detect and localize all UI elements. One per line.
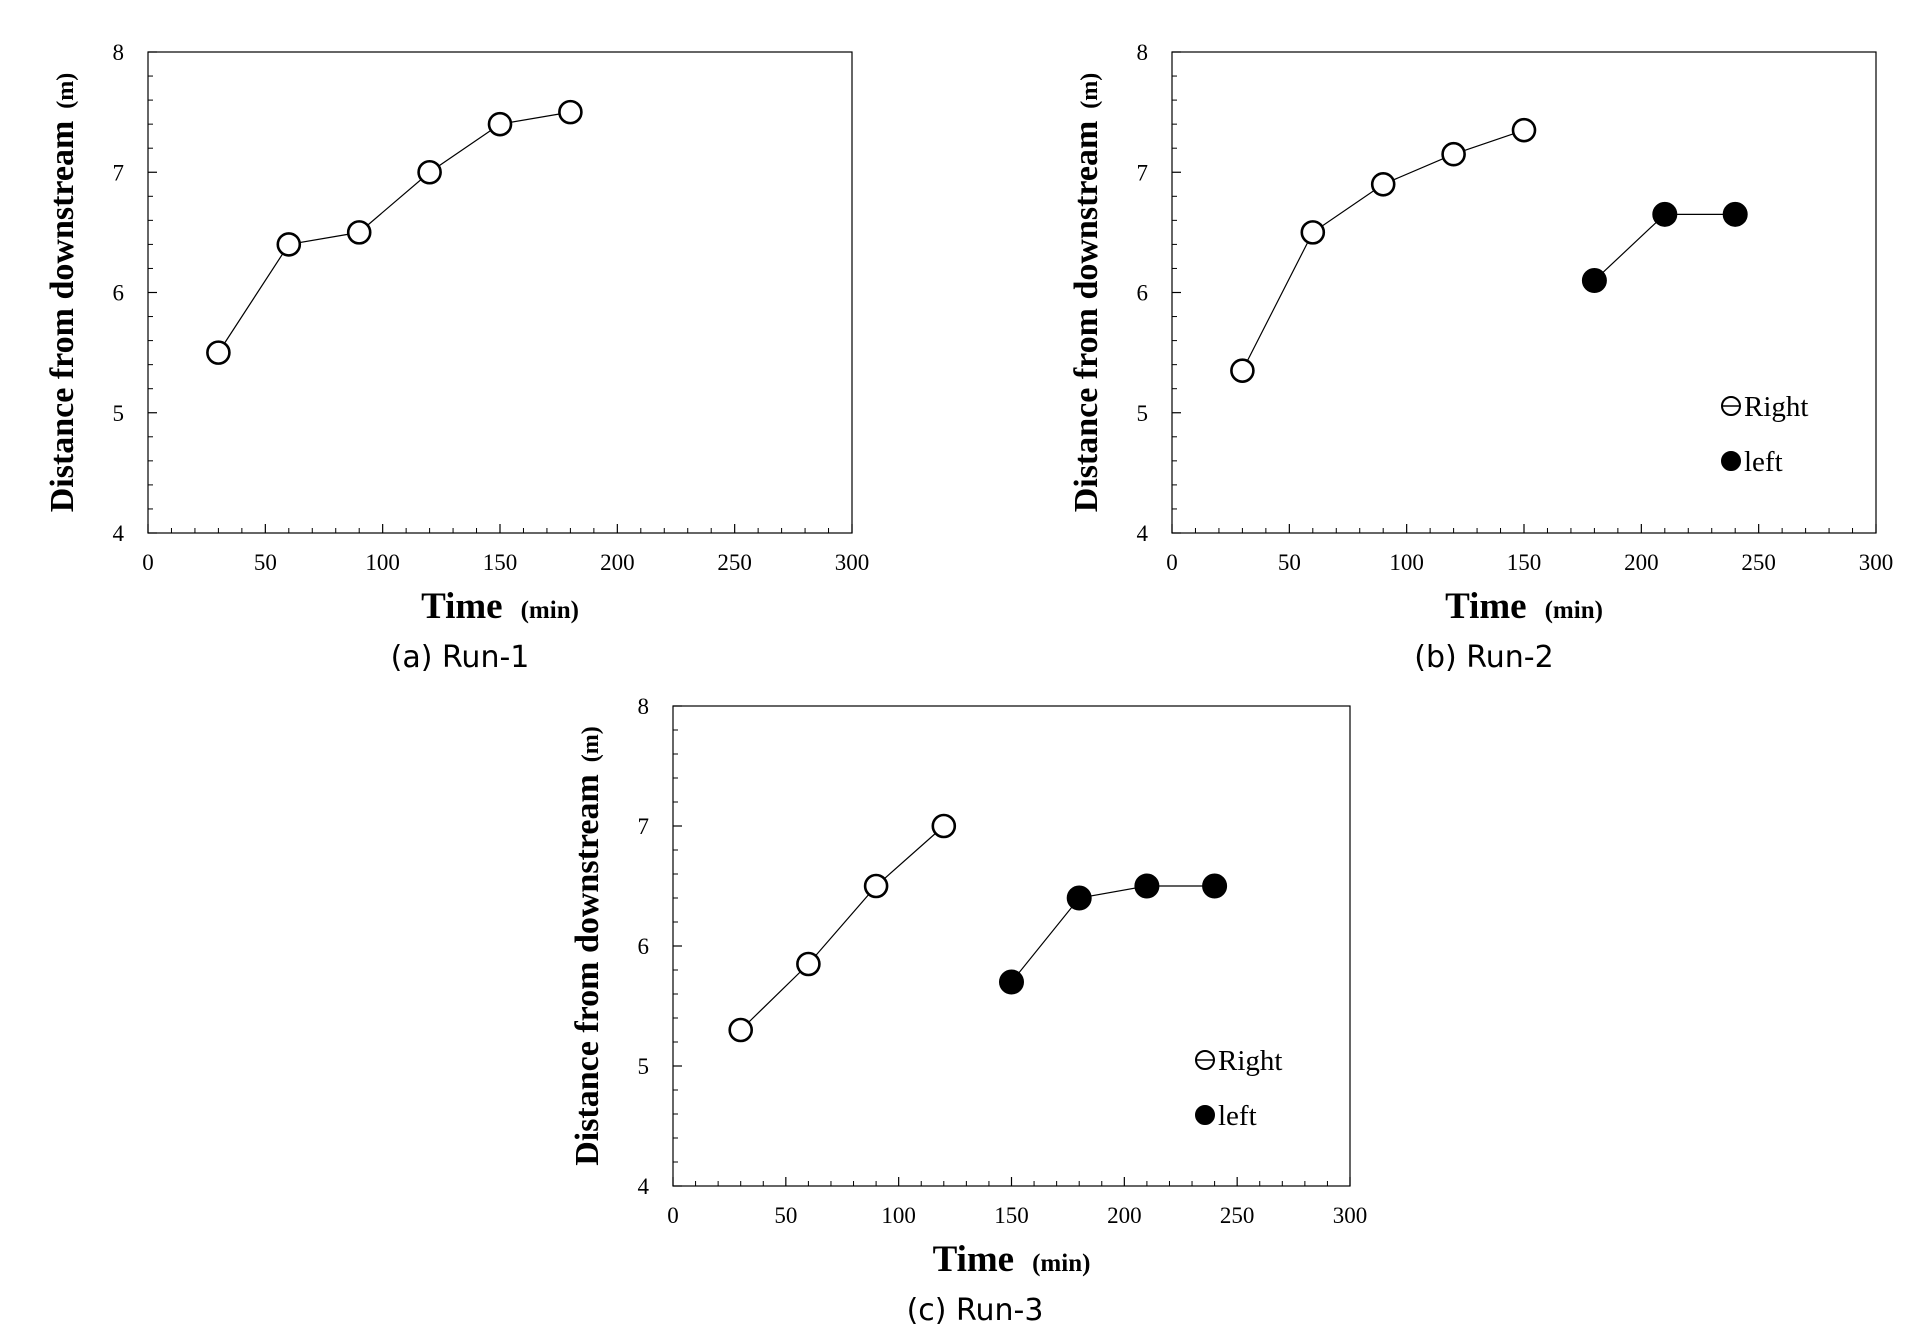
- x-tick-label: 0: [142, 550, 154, 575]
- legend-label: left: [1218, 1100, 1257, 1132]
- x-axis-title: Time (min): [1445, 586, 1603, 627]
- data-point: [999, 969, 1024, 995]
- x-tick-label: 250: [717, 550, 752, 575]
- y-tick-label: 4: [1137, 521, 1149, 546]
- y-axis-title-unit: (m): [578, 726, 604, 762]
- x-axis-title-unit: (min): [521, 597, 579, 624]
- data-point: [1300, 220, 1326, 245]
- x-tick-label: 200: [600, 550, 635, 575]
- series-line-1: [217, 111, 571, 353]
- y-tick-label: 8: [638, 694, 650, 719]
- data-point: [558, 99, 583, 125]
- y-axis-title-label: Distance from downstream: [1068, 121, 1105, 513]
- x-tick-label: 200: [1107, 1203, 1142, 1228]
- y-axis-title: Distance from downstream (m): [569, 726, 606, 1166]
- y-tick-label: 5: [113, 401, 125, 426]
- data-point: [1370, 171, 1396, 197]
- y-tick-label: 8: [1137, 40, 1149, 65]
- y-axis-title-unit: (m): [53, 73, 79, 109]
- legend-label: Right: [1218, 1045, 1282, 1077]
- series-line-2: [1011, 885, 1215, 983]
- x-axis-title-label: Time: [421, 586, 503, 627]
- x-tick-label: 0: [667, 1203, 679, 1228]
- panel-caption: (a) Run-1: [391, 640, 530, 675]
- data-point: [206, 340, 231, 365]
- legend-label: Right: [1744, 391, 1808, 423]
- chart-panel-3: 0 50 100 150 200 250 300 4 5 6 7 8 Time (min) Distance…: [569, 694, 1367, 1328]
- y-tick-label: 6: [1137, 281, 1149, 306]
- x-axis-title-label: Time: [1445, 586, 1527, 627]
- panel-caption: (b) Run-2: [1414, 640, 1553, 675]
- data-point: [796, 951, 821, 977]
- y-tick-label: 7: [638, 814, 650, 839]
- data-point: [1441, 141, 1466, 167]
- y-tick-label: 6: [113, 281, 125, 306]
- data-point: [1202, 873, 1228, 899]
- x-tick-label: 150: [994, 1203, 1029, 1228]
- legend-marker: [1721, 451, 1741, 471]
- y-tick-label: 5: [638, 1054, 650, 1079]
- y-tick-label: 8: [113, 40, 125, 65]
- x-tick-label: 250: [1220, 1203, 1255, 1228]
- data-point: [487, 111, 513, 137]
- chart-panel-1: 0 50 100 150 200 250 300 4 5 6 7 8 Time (min) Distance…: [44, 40, 869, 675]
- x-tick-label: 100: [365, 550, 400, 575]
- x-axis-title-unit: (min): [1545, 597, 1603, 624]
- x-tick-label: 150: [483, 550, 518, 575]
- data-point: [1134, 873, 1160, 899]
- legend-label: left: [1744, 446, 1783, 478]
- data-point: [1230, 358, 1255, 383]
- y-axis-title-label: Distance from downstream: [569, 774, 606, 1166]
- chart-panel-2: 0 50 100 150 200 250 300 4 5 6 7 8 Time (min) Distance…: [1068, 40, 1893, 675]
- y-axis-title: Distance from downstream (m): [1068, 73, 1105, 513]
- data-point: [1581, 267, 1607, 293]
- x-axis-title-unit: (min): [1032, 1250, 1090, 1277]
- x-tick-label: 300: [835, 550, 870, 575]
- x-tick-label: 50: [774, 1203, 797, 1228]
- data-point: [728, 1017, 754, 1043]
- x-tick-label: 300: [1333, 1203, 1368, 1228]
- x-tick-label: 100: [881, 1203, 916, 1228]
- data-point: [346, 220, 372, 245]
- x-tick-label: 300: [1859, 550, 1894, 575]
- x-axis-title-label: Time: [933, 1239, 1015, 1280]
- y-tick-label: 7: [1137, 160, 1149, 185]
- y-axis-title: Distance from downstream (m): [44, 73, 81, 513]
- panel-caption: (c) Run-3: [907, 1293, 1044, 1328]
- y-tick-label: 4: [113, 521, 125, 546]
- data-point: [1722, 201, 1748, 227]
- data-point: [863, 873, 889, 899]
- x-tick-label: 250: [1741, 550, 1776, 575]
- x-tick-label: 50: [254, 550, 277, 575]
- x-tick-label: 150: [1507, 550, 1542, 575]
- y-axis-title-unit: (m): [1077, 73, 1103, 109]
- y-tick-label: 5: [1137, 401, 1149, 426]
- x-tick-label: 0: [1166, 550, 1178, 575]
- data-point: [931, 813, 957, 839]
- x-axis-title: Time (min): [421, 586, 579, 627]
- y-tick-label: 4: [638, 1174, 650, 1199]
- series-line-1: [740, 825, 945, 1031]
- data-point: [1652, 201, 1678, 227]
- x-axis-title: Time (min): [933, 1239, 1091, 1280]
- legend: Right left: [1195, 1045, 1282, 1132]
- y-tick-label: 6: [638, 934, 650, 959]
- x-tick-label: 100: [1389, 550, 1424, 575]
- y-tick-label: 7: [113, 160, 125, 185]
- series-line-1: [1241, 129, 1525, 371]
- data-point: [1066, 885, 1092, 911]
- x-tick-label: 200: [1624, 550, 1659, 575]
- data-point: [1511, 117, 1537, 143]
- data-point: [417, 159, 442, 185]
- legend-marker: [1195, 1105, 1215, 1125]
- x-tick-label: 50: [1278, 550, 1301, 575]
- y-axis-title-label: Distance from downstream: [44, 121, 81, 513]
- data-point: [276, 232, 302, 257]
- legend: Right left: [1721, 391, 1808, 478]
